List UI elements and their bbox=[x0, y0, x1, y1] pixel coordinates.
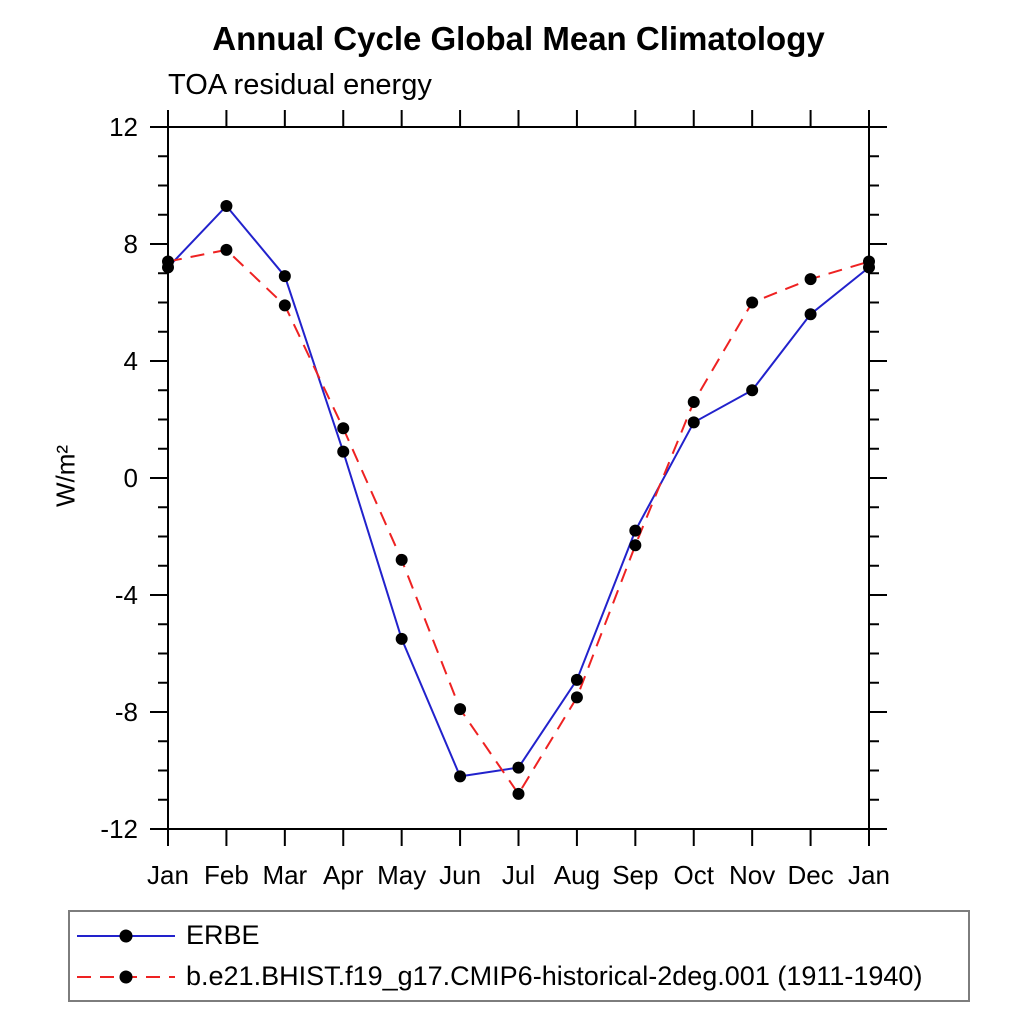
data-point-marker bbox=[220, 199, 233, 212]
data-point-marker bbox=[395, 553, 408, 566]
month-tick-label: Jun bbox=[439, 860, 481, 890]
y-tick-label: -8 bbox=[115, 697, 138, 727]
data-point-marker bbox=[746, 296, 759, 309]
month-tick-label: May bbox=[377, 860, 426, 890]
data-point-marker bbox=[162, 255, 174, 268]
axes bbox=[150, 110, 887, 846]
data-point-marker bbox=[454, 703, 467, 716]
tick-labels: -12 -8 -4 0 4 8 12 Jan Feb Mar Apr May Jun Jul Aug Sep O… bbox=[100, 112, 890, 890]
chart-subtitle: TOA residual energy bbox=[168, 69, 432, 101]
chart-title: Annual Cycle Global Mean Climatology bbox=[212, 20, 825, 57]
series-line-model bbox=[167, 248, 870, 796]
data-point-marker bbox=[395, 632, 408, 645]
data-point-marker bbox=[687, 416, 700, 429]
legend-label-model: b.e21.BHIST.f19_g17.CMIP6-historical-2de… bbox=[186, 961, 923, 991]
month-tick-label: Jul bbox=[502, 860, 535, 890]
data-point-marker bbox=[512, 787, 525, 800]
data-point-marker bbox=[337, 445, 350, 458]
data-point-marker bbox=[278, 299, 291, 312]
month-tick-label: Oct bbox=[674, 860, 715, 890]
data-point-marker bbox=[863, 255, 875, 268]
month-tick-label: Feb bbox=[204, 860, 249, 890]
legend-swatch-dashed-line-icon bbox=[77, 970, 175, 983]
series-markers-model bbox=[162, 243, 875, 800]
data-point-marker bbox=[570, 673, 583, 686]
legend-swatch-solid-line-icon bbox=[77, 929, 175, 942]
y-tick-label: -12 bbox=[100, 814, 138, 844]
month-tick-label: Jan bbox=[848, 860, 890, 890]
series-line-erbe bbox=[167, 204, 870, 778]
data-point-marker bbox=[746, 384, 759, 397]
y-tick-label: 8 bbox=[124, 229, 138, 259]
data-point-marker bbox=[629, 524, 642, 537]
month-tick-label: Mar bbox=[262, 860, 307, 890]
y-tick-label: 12 bbox=[109, 112, 138, 142]
month-tick-label: Dec bbox=[787, 860, 833, 890]
month-tick-label: Nov bbox=[729, 860, 775, 890]
data-point-marker bbox=[804, 308, 817, 321]
data-point-marker bbox=[687, 395, 700, 408]
month-tick-label: Jan bbox=[147, 860, 189, 890]
data-point-marker bbox=[454, 770, 467, 783]
y-tick-label: -4 bbox=[115, 580, 138, 610]
data-point-marker bbox=[512, 761, 525, 774]
month-tick-label: Aug bbox=[554, 860, 600, 890]
month-tick-label: Apr bbox=[323, 860, 364, 890]
data-point-marker bbox=[804, 273, 817, 286]
legend-entry-model: b.e21.BHIST.f19_g17.CMIP6-historical-2de… bbox=[75, 960, 968, 994]
month-tick-label: Sep bbox=[612, 860, 658, 890]
y-tick-label: 0 bbox=[124, 463, 138, 493]
legend: ERBE b.e21.BHIST.f19_g17.CMIP6-historica… bbox=[68, 910, 970, 1002]
series-markers-erbe bbox=[162, 199, 875, 783]
data-point-marker bbox=[570, 691, 583, 704]
data-point-marker bbox=[278, 270, 291, 283]
legend-entry-erbe: ERBE bbox=[75, 919, 968, 953]
y-tick-label: 4 bbox=[124, 346, 138, 376]
data-point-marker bbox=[629, 539, 642, 552]
data-point-marker bbox=[220, 243, 233, 256]
data-point-marker bbox=[337, 422, 350, 435]
legend-label-erbe: ERBE bbox=[186, 920, 260, 950]
